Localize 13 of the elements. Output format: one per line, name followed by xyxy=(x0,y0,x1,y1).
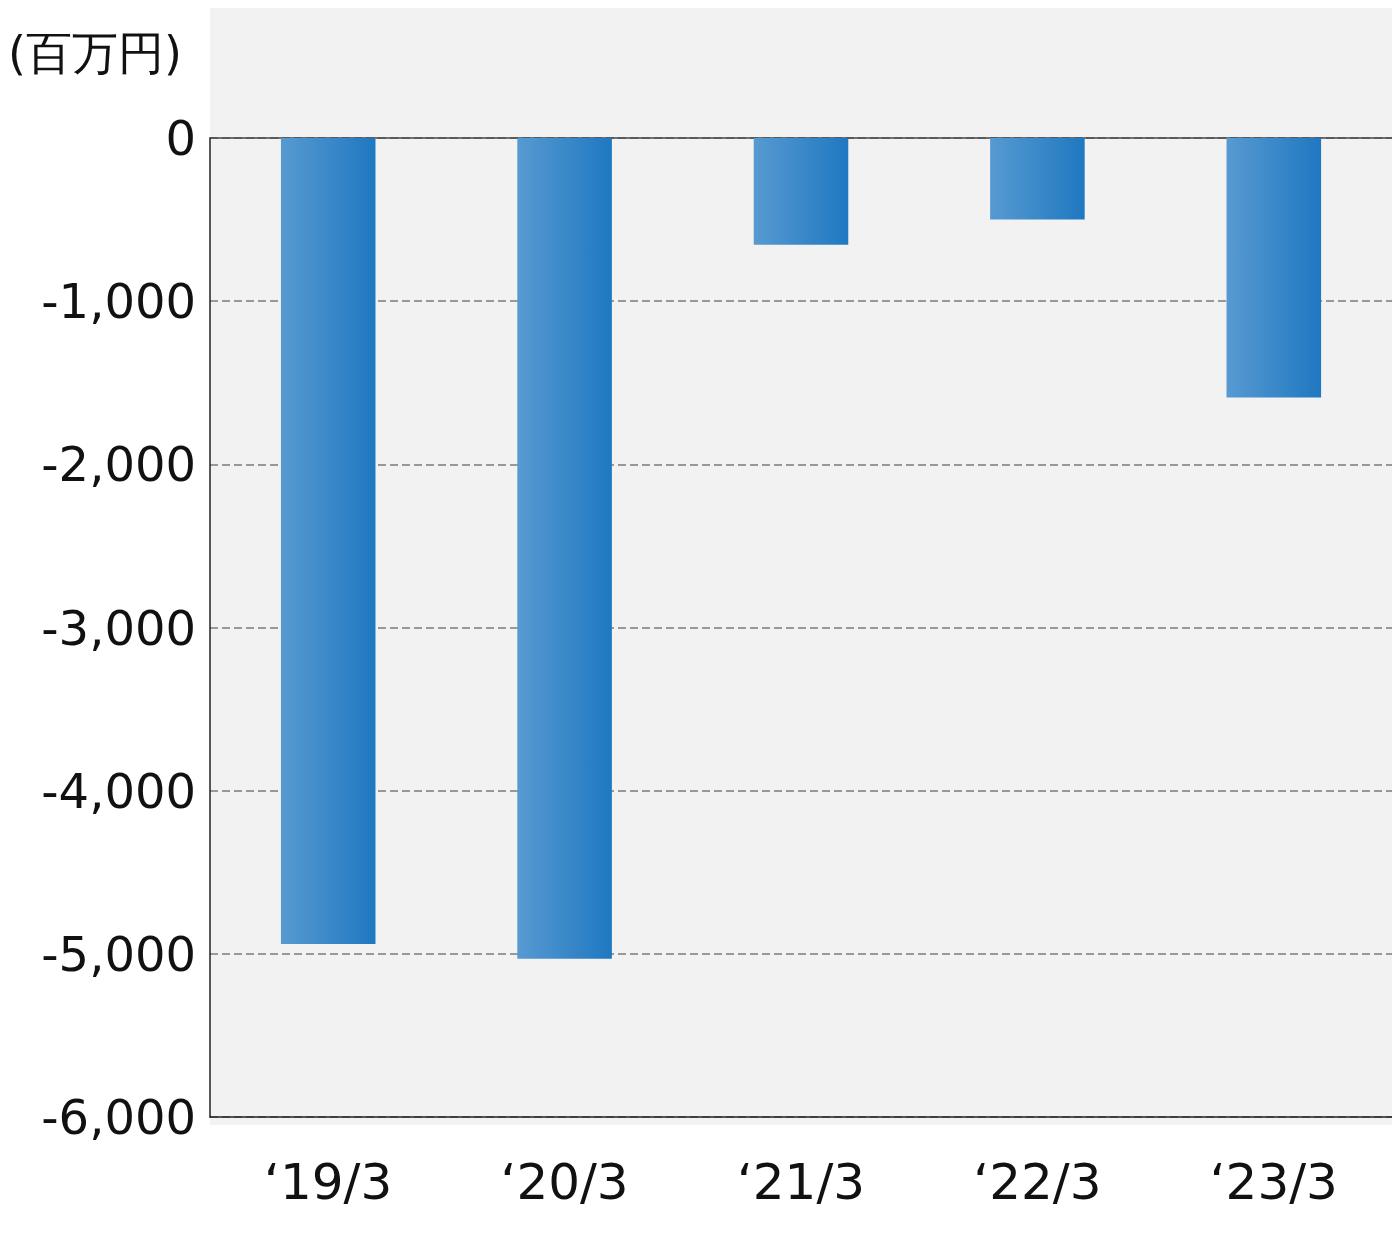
x-tick-label: ‘19/3 xyxy=(264,1153,393,1211)
y-tick-label: -5,000 xyxy=(41,925,196,982)
x-tick-label: ‘23/3 xyxy=(1209,1153,1338,1211)
x-tick-label: ‘22/3 xyxy=(973,1153,1102,1211)
x-tick-label: ‘20/3 xyxy=(500,1153,629,1211)
x-tick-label: ‘21/3 xyxy=(736,1153,866,1211)
y-tick-label: -4,000 xyxy=(41,762,196,819)
y-tick-label: -1,000 xyxy=(41,273,196,330)
y-tick-label: -3,000 xyxy=(41,599,196,656)
y-axis-title: (百万円) xyxy=(8,26,182,80)
y-tick-label: 0 xyxy=(165,110,196,166)
y-tick-label: -2,000 xyxy=(41,436,196,493)
y-tick-label: -6,000 xyxy=(41,1089,196,1145)
